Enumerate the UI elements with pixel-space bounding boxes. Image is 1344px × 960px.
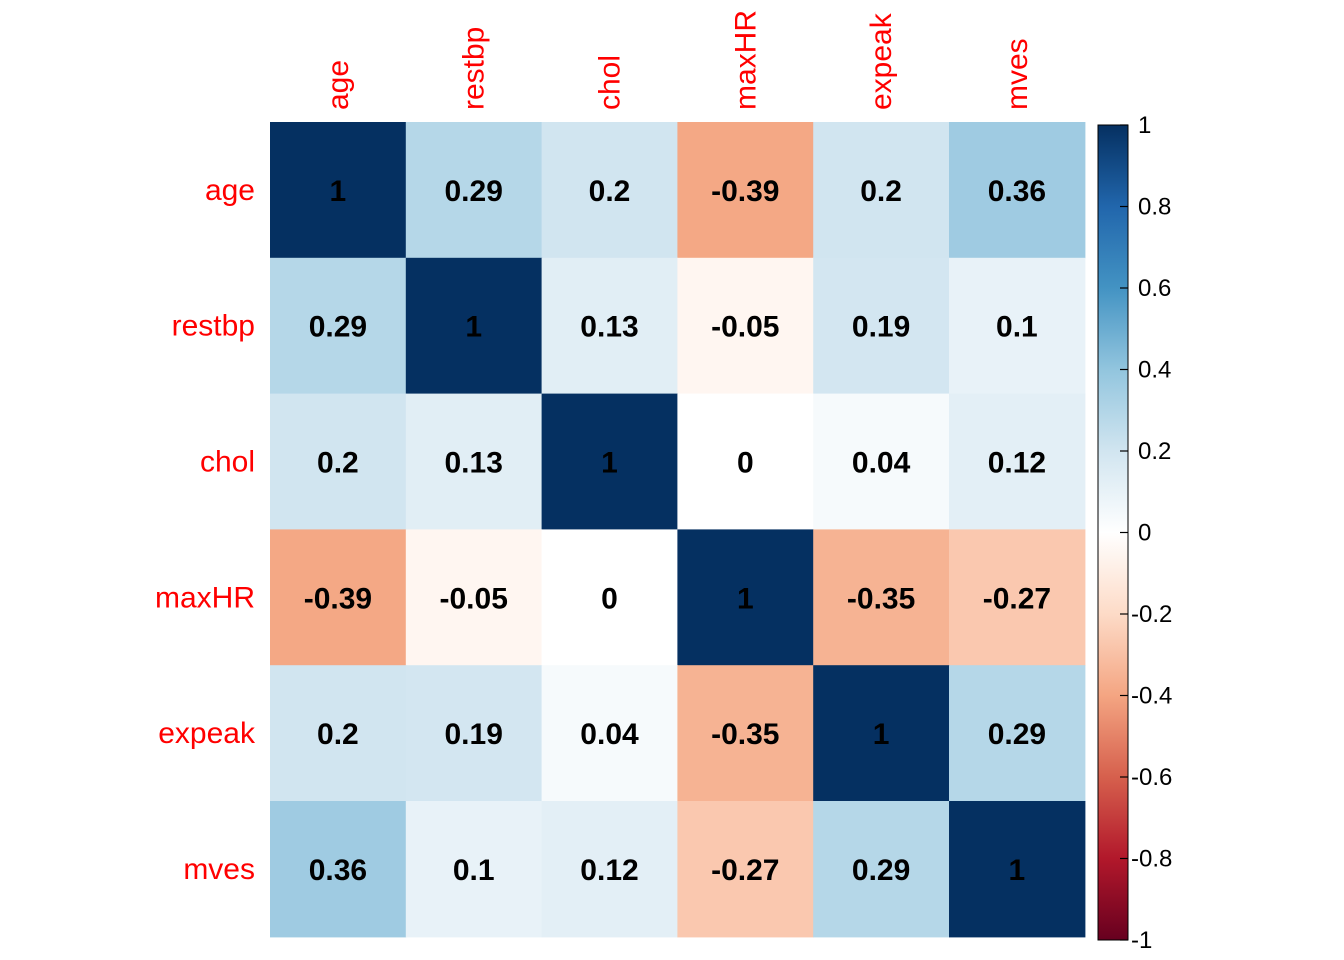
heatmap-cell-chol-mves	[949, 393, 1086, 530]
colorbar-tick-label: 0.4	[1138, 357, 1171, 384]
cell-value-label: -0.05	[711, 311, 779, 344]
row-label-chol: chol	[200, 446, 255, 479]
heatmap-cell-age-age	[270, 122, 407, 259]
colorbar-tick-label: -0.2	[1131, 601, 1172, 628]
cell-value-label: -0.35	[847, 582, 915, 615]
heatmap-cell-maxHR-age	[270, 529, 407, 666]
cell-value-label: 0.2	[317, 447, 359, 480]
cell-value-label: 0.1	[996, 311, 1038, 344]
heatmap-cell-restbp-expeak	[813, 257, 950, 395]
colorbar-tick-label: -0.4	[1131, 683, 1172, 710]
cell-value-label: 0	[737, 447, 754, 480]
row-label-maxHR: maxHR	[155, 581, 255, 614]
heatmap-cell-restbp-age	[270, 257, 407, 395]
cell-value-label: 0.13	[445, 447, 503, 480]
heatmap-cell-expeak-mves	[949, 665, 1086, 802]
cell-value-label: -0.05	[440, 582, 508, 615]
heatmap-cell-age-restbp	[405, 122, 543, 259]
heatmap-cell-age-expeak	[813, 122, 950, 259]
colorbar-tick-label: 1	[1138, 112, 1151, 139]
row-label-expeak: expeak	[158, 717, 256, 750]
cell-value-label: -0.27	[711, 854, 779, 887]
colorbar-tick-label: 0	[1138, 520, 1151, 547]
cell-value-label: -0.39	[711, 175, 779, 208]
heatmap-cell-restbp-restbp	[405, 257, 543, 395]
heatmap-cell-chol-maxHR	[677, 393, 814, 530]
cell-value-label: 1	[330, 175, 347, 208]
heatmap-cell-restbp-mves	[949, 257, 1086, 395]
colorbar-tick-label: 0.2	[1138, 438, 1171, 465]
cell-value-label: 0.19	[445, 718, 503, 751]
heatmap-cell-maxHR-chol	[541, 529, 678, 666]
colorbar-tick-label: 0.6	[1138, 275, 1171, 302]
cell-value-label: 0.2	[860, 175, 902, 208]
heatmap-cell-expeak-restbp	[405, 665, 543, 802]
cell-value-label: 0.29	[852, 854, 910, 887]
heatmap-cell-age-maxHR	[677, 122, 814, 259]
heatmap-cell-mves-chol	[541, 801, 678, 938]
cell-value-label: 0.12	[580, 854, 638, 887]
row-label-restbp: restbp	[172, 310, 255, 343]
heatmap-cell-maxHR-expeak	[813, 529, 950, 666]
cell-value-label: 0	[601, 582, 618, 615]
row-label-mves: mves	[183, 853, 255, 886]
heatmap-cell-expeak-age	[270, 665, 407, 802]
column-label-maxHR: maxHR	[729, 10, 762, 110]
column-label-restbp: restbp	[458, 27, 491, 110]
heatmap-cell-restbp-chol	[541, 257, 678, 395]
heatmap-cell-age-mves	[949, 122, 1086, 259]
cell-value-label: 1	[601, 447, 618, 480]
heatmap-cell-chol-expeak	[813, 393, 950, 530]
heatmap-cell-maxHR-mves	[949, 529, 1086, 666]
heatmap-cell-restbp-maxHR	[677, 257, 814, 395]
heatmap-cell-mves-expeak	[813, 801, 950, 938]
colorbar-tick-label: -1	[1131, 927, 1152, 954]
cell-value-label: 0.36	[309, 854, 367, 887]
colorbar-tick-label: 0.8	[1138, 194, 1171, 221]
row-label-age: age	[205, 174, 255, 207]
cell-value-label: 0.29	[445, 175, 503, 208]
heatmap-cell-expeak-chol	[541, 665, 678, 802]
heatmap-cell-expeak-maxHR	[677, 665, 814, 802]
heatmap-cell-mves-age	[270, 801, 407, 938]
cell-value-label: 0.29	[309, 311, 367, 344]
column-label-expeak: expeak	[865, 12, 898, 110]
cell-value-label: -0.27	[983, 582, 1051, 615]
heatmap-cell-chol-restbp	[405, 393, 543, 530]
cell-value-label: 0.12	[988, 447, 1046, 480]
cell-value-label: 0.04	[580, 718, 639, 751]
heatmap-cell-maxHR-restbp	[405, 529, 543, 666]
colorbar-tick-label: -0.6	[1131, 764, 1172, 791]
cell-value-label: 0.1	[453, 854, 495, 887]
heatmap-cell-expeak-expeak	[813, 665, 950, 802]
heatmap-cell-maxHR-maxHR	[677, 529, 814, 666]
cell-value-label: 0.36	[988, 175, 1046, 208]
heatmap-cell-mves-restbp	[405, 801, 543, 938]
cell-value-label: 0.29	[988, 718, 1046, 751]
column-label-chol: chol	[594, 55, 627, 110]
cell-value-label: 0.04	[852, 447, 911, 480]
cell-value-label: 1	[737, 582, 754, 615]
cell-value-label: 0.19	[852, 311, 910, 344]
cell-value-label: 0.2	[317, 718, 359, 751]
column-label-mves: mves	[1001, 38, 1034, 110]
cell-value-label: 0.13	[580, 311, 638, 344]
column-label-age: age	[322, 60, 355, 110]
heatmap-cell-chol-age	[270, 393, 407, 530]
cell-value-label: 1	[873, 718, 890, 751]
heatmap-cell-chol-chol	[541, 393, 678, 530]
cell-value-label: 0.2	[589, 175, 631, 208]
colorbar-tick-label: -0.8	[1131, 846, 1172, 873]
cell-value-label: -0.35	[711, 718, 779, 751]
cell-value-label: -0.39	[304, 582, 372, 615]
heatmap-cell-mves-maxHR	[677, 801, 814, 938]
heatmap-cell-mves-mves	[949, 801, 1086, 938]
cell-value-label: 1	[1009, 854, 1026, 887]
cell-value-label: 1	[465, 311, 482, 344]
heatmap-cell-age-chol	[541, 122, 678, 259]
